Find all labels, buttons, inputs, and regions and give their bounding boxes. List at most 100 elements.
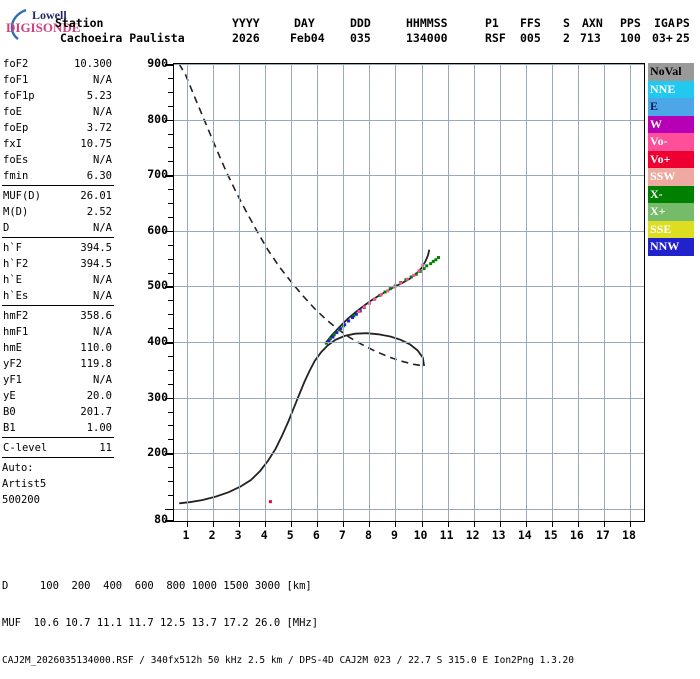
y-axis-tick: [168, 77, 174, 79]
vertical-gridline: [603, 64, 605, 521]
param-value: N/A: [93, 74, 112, 86]
param-key: hmF2: [3, 310, 29, 322]
ionogram-plot-area[interactable]: [165, 63, 645, 527]
param-key: foE: [3, 106, 22, 118]
y-axis-tick: [168, 216, 174, 218]
y-tick-label: 300: [147, 389, 168, 404]
param-value: N/A: [93, 106, 112, 118]
vertical-gridline: [499, 64, 501, 521]
param-row: h`Es N/A: [2, 288, 114, 304]
digisonde-logo: Lowell DIGISONDE: [4, 6, 96, 42]
footer-muf-row: MUF 10.6 10.7 11.1 11.7 12.5 13.7 17.2 2…: [2, 617, 319, 629]
x-tick-label: 18: [622, 528, 636, 542]
trace-point: [328, 337, 332, 341]
y-axis-tick: [168, 328, 174, 330]
header-label-5: P1: [485, 16, 499, 30]
x-axis-tick: [473, 521, 475, 527]
param-value: N/A: [93, 154, 112, 166]
header-value-6: 005: [520, 31, 541, 45]
param-key: hmF1: [3, 326, 29, 338]
polarization-legend[interactable]: NoVal NNE E W Vo- Vo+ SSW X- X+ SSE NNW: [648, 63, 694, 256]
vertical-gridline: [291, 64, 293, 521]
header-value-0: Cachoeira Paulista: [60, 31, 185, 45]
param-key: foF1p: [3, 90, 35, 102]
header-value-4: 134000: [406, 31, 448, 45]
legend-item-ssw[interactable]: SSW: [648, 168, 694, 186]
trace-point: [362, 305, 366, 309]
param-key: M(D): [3, 206, 29, 218]
vertical-gridline: [629, 64, 631, 521]
param-row: foE N/A: [2, 104, 114, 120]
x-tick-label: 2: [208, 528, 216, 542]
param-row: foF1 N/A: [2, 72, 114, 88]
y-axis-tick: [168, 203, 174, 205]
trace-point: [434, 258, 438, 262]
y-tick-label: 200: [147, 445, 168, 460]
header-table: Station YYYY DAY DDD HHMMSS P1 FFS S AXN PPS IGA PS…: [0, 16, 700, 54]
y-axis-tick: [168, 300, 174, 302]
y-axis-tick: [168, 272, 174, 274]
param-key: D: [3, 222, 10, 234]
header-label-6: FFS: [520, 16, 541, 30]
param-key: foF2: [3, 58, 29, 70]
param-row: MUF(D) 26.01: [2, 188, 114, 204]
logo-digisonde-text: DIGISONDE: [6, 20, 81, 35]
param-row: C-level 11: [2, 440, 114, 456]
y-tick-label: 700: [147, 167, 168, 182]
y-tick-label: 500: [147, 278, 168, 293]
y-axis-tick: [165, 175, 174, 177]
legend-item-x-[interactable]: X+: [648, 203, 694, 221]
x-axis-tick: [317, 521, 319, 527]
vertical-gridline: [525, 64, 527, 521]
param-key: MUF(D): [3, 190, 41, 202]
trace-point: [386, 289, 390, 293]
param-row: h`F 394.5: [2, 240, 114, 256]
header-label-0: Station: [55, 16, 104, 30]
trace-point: [422, 267, 426, 271]
legend-item-vo-[interactable]: Vo+: [648, 150, 694, 168]
y-tick-label: 80: [154, 512, 168, 526]
trace-point: [339, 327, 343, 331]
param-key: hmE: [3, 342, 22, 354]
trace-point: [421, 263, 425, 267]
y-axis-tick: [168, 105, 174, 107]
y-axis-tick: [168, 425, 174, 427]
param-row: hmF1 N/A: [2, 324, 114, 340]
vertical-gridline: [421, 64, 423, 521]
param-key: fmin: [3, 170, 29, 182]
legend-item-nne[interactable]: NNE: [648, 80, 694, 98]
param-row: B1 1.00: [2, 420, 114, 436]
param-group-clevel: C-level 11: [2, 440, 114, 458]
x-tick-label: 10: [413, 528, 428, 542]
legend-item-nnw[interactable]: NNW: [648, 238, 694, 256]
legend-item-e[interactable]: E: [648, 98, 694, 116]
x-tick-label: 4: [260, 528, 268, 542]
horizontal-gridline: [174, 64, 644, 65]
param-row: h`F2 394.5: [2, 256, 114, 272]
vertical-gridline: [473, 64, 475, 521]
trace-point: [357, 309, 361, 313]
logo-lowell-text: Lowell: [32, 8, 67, 22]
legend-item-vo-[interactable]: Vo-: [648, 133, 694, 151]
legend-item-noval[interactable]: NoVal: [648, 63, 694, 81]
horizontal-gridline: [174, 508, 644, 510]
param-value: N/A: [93, 222, 112, 234]
legend-item-w[interactable]: W: [648, 115, 694, 133]
trace-point: [383, 290, 387, 294]
header-label-2: DAY: [294, 16, 315, 30]
header-label-7: S: [563, 16, 570, 30]
legend-item-sse[interactable]: SSE: [648, 220, 694, 238]
vertical-gridline: [577, 64, 579, 521]
param-row: fmin 6.30: [2, 168, 114, 184]
param-row: foF2 10.300: [2, 56, 114, 72]
horizontal-gridline: [174, 397, 644, 399]
trace-point: [347, 319, 351, 323]
param-key: B1: [3, 422, 16, 434]
y-axis-tick: [165, 453, 174, 455]
param-row: hmE 110.0: [2, 340, 114, 356]
legend-item-x-[interactable]: X-: [648, 185, 694, 203]
horizontal-gridline: [174, 286, 644, 288]
vertical-gridline: [213, 64, 215, 521]
horizontal-gridline: [174, 230, 644, 232]
param-row: foF1p 5.23: [2, 88, 114, 104]
